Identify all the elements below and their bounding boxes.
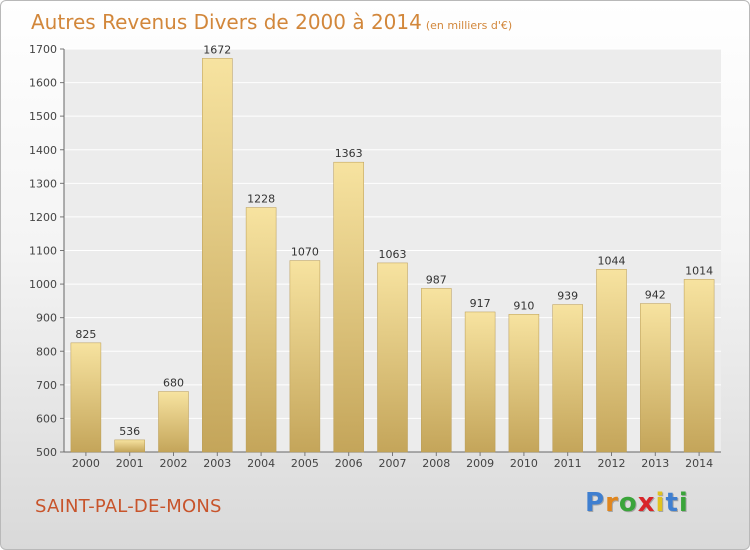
bar	[596, 269, 627, 453]
data-label: 1044	[598, 254, 626, 267]
x-tick-label: 2013	[641, 457, 669, 470]
data-label: 1363	[335, 147, 363, 160]
bar	[158, 391, 189, 453]
y-tick-label: 1100	[29, 245, 57, 258]
y-tick-label: 900	[36, 312, 57, 325]
logo-letter: i	[655, 488, 666, 518]
y-tick-label: 1200	[29, 211, 57, 224]
y-tick-label: 700	[36, 379, 57, 392]
data-label: 1070	[291, 246, 319, 259]
bar	[464, 311, 496, 453]
y-tick-label: 1300	[29, 177, 57, 190]
bar	[640, 303, 671, 453]
x-tick-label: 2002	[160, 457, 188, 470]
bar	[421, 288, 452, 453]
x-tick-label: 2010	[510, 457, 538, 470]
y-tick-label: 1400	[29, 144, 57, 157]
x-tick-label: 2000	[72, 457, 100, 470]
logo-letter: x	[637, 488, 656, 518]
bar	[333, 161, 364, 453]
proxiti-logo: Proxiti	[585, 488, 689, 518]
x-tick-label: 2003	[203, 457, 231, 470]
logo-letter: t	[665, 488, 679, 518]
bar	[245, 207, 277, 453]
data-label: 987	[426, 273, 447, 286]
logo-letter: i	[678, 488, 689, 518]
chart-title-text: Autres Revenus Divers de 2000 à 2014	[31, 10, 422, 34]
y-tick-label: 1000	[29, 278, 57, 291]
bar	[289, 260, 321, 453]
data-label: 825	[75, 328, 96, 341]
x-tick-label: 2014	[685, 457, 713, 470]
data-label: 1672	[203, 43, 231, 56]
bar	[202, 58, 233, 453]
location-name: SAINT-PAL-DE-MONS	[35, 496, 222, 517]
y-tick-label: 1700	[29, 43, 57, 56]
x-tick-label: 2008	[422, 457, 450, 470]
x-tick-label: 2012	[598, 457, 626, 470]
x-tick-label: 2009	[466, 457, 494, 470]
bar	[114, 439, 145, 453]
y-tick-label: 1500	[29, 110, 57, 123]
logo-letter: P	[585, 488, 606, 518]
bar	[508, 314, 540, 453]
data-label: 910	[513, 299, 534, 312]
bar	[70, 342, 102, 453]
data-label: 1014	[685, 264, 713, 277]
chart-title: Autres Revenus Divers de 2000 à 2014 (en …	[31, 10, 512, 34]
x-tick-label: 2005	[291, 457, 319, 470]
y-tick-label: 800	[36, 345, 57, 358]
y-tick-label: 500	[36, 446, 57, 459]
bar	[377, 262, 408, 453]
y-tick-label: 600	[36, 412, 57, 425]
bars	[70, 58, 715, 453]
data-label: 536	[119, 425, 140, 438]
bar	[552, 304, 583, 453]
data-label: 1228	[247, 193, 275, 206]
x-tick-label: 2011	[554, 457, 582, 470]
x-tick-label: 2006	[335, 457, 363, 470]
data-label: 1063	[379, 248, 407, 261]
x-tick-label: 2004	[247, 457, 275, 470]
data-label: 939	[557, 290, 578, 303]
data-label: 917	[470, 297, 491, 310]
bar	[683, 279, 715, 453]
x-tick-label: 2007	[379, 457, 407, 470]
axes: 500 600 700 800 900 1000 1100 1200 1300 1400 1500 1…	[29, 43, 721, 470]
data-label: 942	[645, 289, 666, 302]
chart-subtitle: (en milliers d'€)	[425, 19, 513, 32]
logo-letter: r	[605, 488, 619, 518]
data-label: 680	[163, 377, 184, 390]
logo-letter: o	[618, 488, 638, 518]
y-tick-label: 1600	[29, 77, 57, 90]
data-labels: 825 536 680 1672 1228 1070 1363 1063 987 917 910 93…	[75, 43, 713, 438]
x-tick-label: 2001	[116, 457, 144, 470]
